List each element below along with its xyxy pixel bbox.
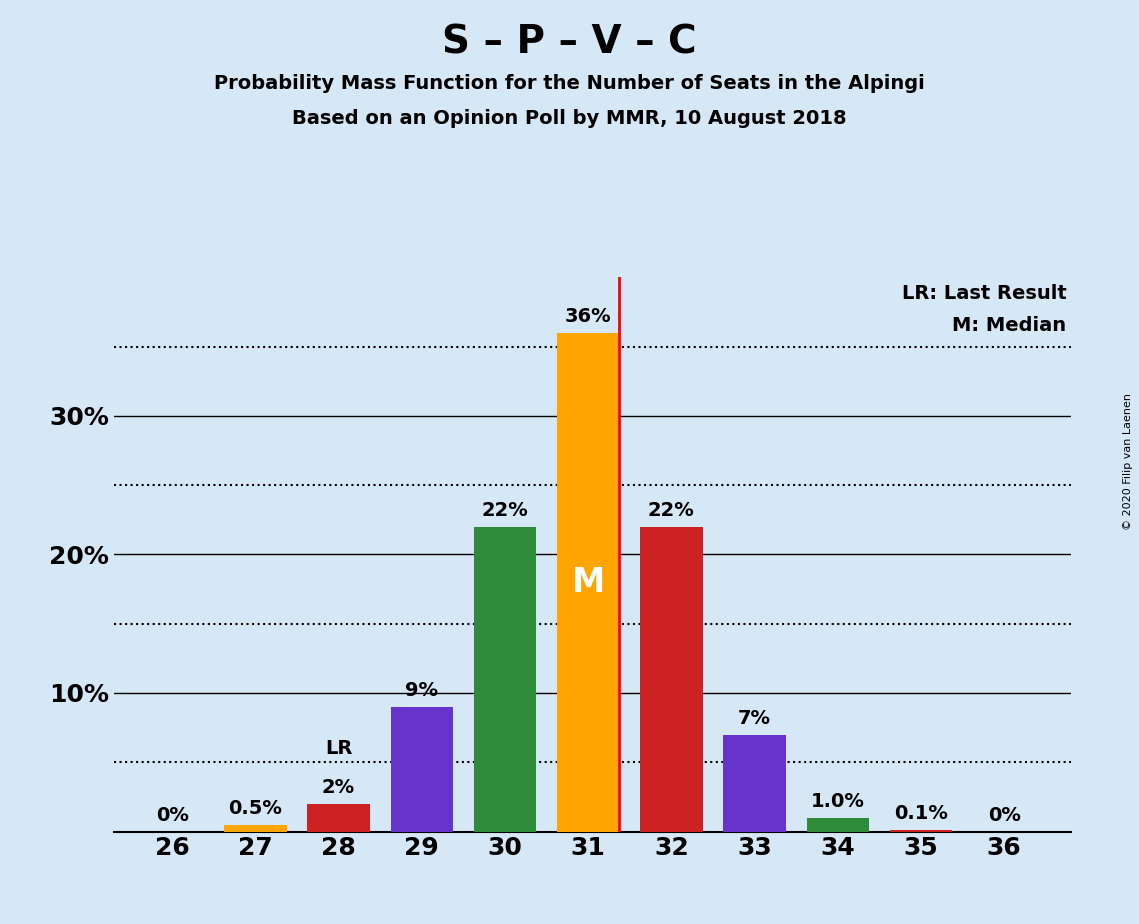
Bar [890, 830, 952, 832]
Bar [806, 818, 869, 832]
Text: 9%: 9% [405, 681, 439, 700]
Text: 0.1%: 0.1% [894, 804, 948, 823]
Bar [557, 333, 620, 832]
Bar [640, 527, 703, 832]
Text: 22%: 22% [482, 501, 528, 519]
Bar [723, 735, 786, 832]
Bar [308, 804, 370, 832]
Text: 36%: 36% [565, 307, 612, 326]
Text: 7%: 7% [738, 709, 771, 728]
Text: 0.5%: 0.5% [229, 798, 282, 818]
Text: 0%: 0% [156, 806, 189, 824]
Text: 0%: 0% [988, 806, 1021, 824]
Text: LR: Last Result: LR: Last Result [902, 285, 1066, 303]
Text: S – P – V – C: S – P – V – C [442, 23, 697, 61]
Text: 22%: 22% [648, 501, 695, 519]
Text: 2%: 2% [322, 778, 355, 796]
Text: M: M [572, 565, 605, 599]
Text: Based on an Opinion Poll by MMR, 10 August 2018: Based on an Opinion Poll by MMR, 10 Augu… [293, 109, 846, 128]
Text: M: Median: M: Median [952, 316, 1066, 335]
Bar [224, 824, 287, 832]
Text: Probability Mass Function for the Number of Seats in the Alpingi: Probability Mass Function for the Number… [214, 74, 925, 93]
Text: LR: LR [325, 739, 352, 758]
Bar [391, 707, 453, 832]
Text: 1.0%: 1.0% [811, 792, 865, 811]
Bar [474, 527, 536, 832]
Text: © 2020 Filip van Laenen: © 2020 Filip van Laenen [1123, 394, 1133, 530]
